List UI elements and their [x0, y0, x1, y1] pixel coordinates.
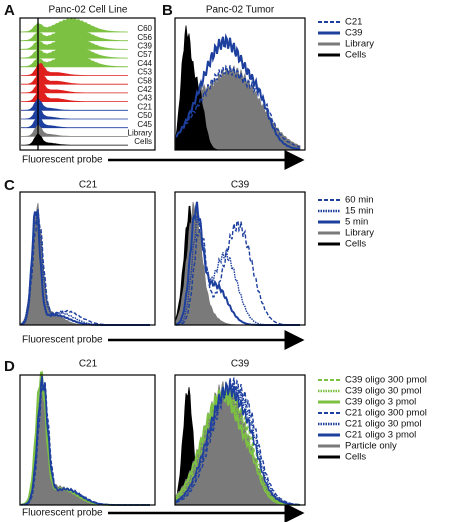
histogram	[175, 215, 300, 326]
legend-label: 60 min	[345, 195, 374, 206]
panel-letter: D	[4, 358, 15, 375]
plot-frame	[174, 374, 306, 506]
plot-frame	[174, 191, 306, 326]
panel-letter: B	[162, 2, 173, 19]
axis-label: Fluorescent probe	[22, 335, 103, 346]
legend-label: C39	[345, 28, 362, 39]
histogram	[21, 80, 128, 94]
track-label: C21	[137, 102, 152, 111]
panel-title: C39	[231, 359, 250, 370]
track-label: Library	[128, 129, 152, 138]
histogram	[20, 381, 150, 506]
track-label: C58	[137, 76, 152, 85]
track-label: C53	[137, 68, 152, 77]
histogram	[175, 220, 300, 326]
legend-label: Library	[345, 228, 374, 239]
track-label: C60	[137, 24, 152, 33]
histogram	[175, 377, 300, 506]
histogram	[21, 98, 128, 111]
histogram	[20, 35, 128, 50]
plot-frame	[19, 374, 156, 506]
legend-label: 15 min	[345, 206, 374, 217]
legend-label: C39 oligo 300 pmol	[345, 375, 427, 386]
legend-label: Cells	[345, 50, 366, 61]
legend-label: 5 min	[345, 217, 368, 228]
histogram	[21, 132, 128, 146]
panel-letter: A	[4, 2, 15, 19]
histogram	[175, 64, 301, 148]
legend-label: C21 oligo 30 pmol	[345, 419, 422, 430]
plot-frame	[19, 191, 156, 326]
track-label: C44	[137, 59, 152, 68]
track-label: C57	[137, 50, 152, 59]
histogram	[175, 33, 301, 151]
histogram	[21, 71, 128, 85]
histogram	[175, 379, 300, 506]
axis-label: Fluorescent probe	[22, 155, 103, 166]
legend-label: C21 oligo 3 pmol	[345, 430, 416, 441]
histogram	[21, 115, 128, 129]
histogram	[20, 43, 128, 59]
histogram	[21, 88, 128, 102]
legend-label: Cells	[345, 452, 366, 463]
track-label: C42	[137, 85, 152, 94]
panel-title: Panc-02 Tumor	[206, 5, 275, 16]
track-label: C39	[137, 42, 152, 51]
plot-frame	[19, 17, 156, 151]
panel-title: Panc-02 Cell Line	[49, 5, 128, 16]
track-label: C45	[137, 120, 152, 129]
legend-label: C21	[345, 17, 362, 28]
panel-letter: C	[4, 177, 15, 194]
track-label: C50	[137, 111, 152, 120]
histogram	[20, 52, 128, 68]
legend-label: Particle only	[345, 441, 397, 452]
panel-title: C21	[79, 180, 98, 191]
histogram	[20, 209, 150, 326]
panel-title: C39	[231, 180, 250, 191]
axis-label: Fluorescent probe	[22, 508, 103, 519]
legend-label: C21 oligo 300 pmol	[345, 408, 427, 419]
histogram	[21, 124, 128, 137]
track-label: C56	[137, 33, 152, 42]
histogram	[20, 26, 128, 42]
histogram	[21, 62, 128, 76]
legend-label: Library	[345, 39, 374, 50]
histogram	[21, 106, 128, 120]
track-label: Cells	[134, 137, 152, 146]
histogram	[175, 387, 300, 506]
panel-title: C21	[79, 359, 98, 370]
plot-frame	[174, 17, 306, 151]
legend-label: Cells	[345, 239, 366, 250]
legend-label: C39 oligo 30 pmol	[345, 386, 422, 397]
histogram	[20, 17, 128, 33]
track-label: C43	[137, 94, 152, 103]
legend-label: C39 oligo 3 pmol	[345, 397, 416, 408]
